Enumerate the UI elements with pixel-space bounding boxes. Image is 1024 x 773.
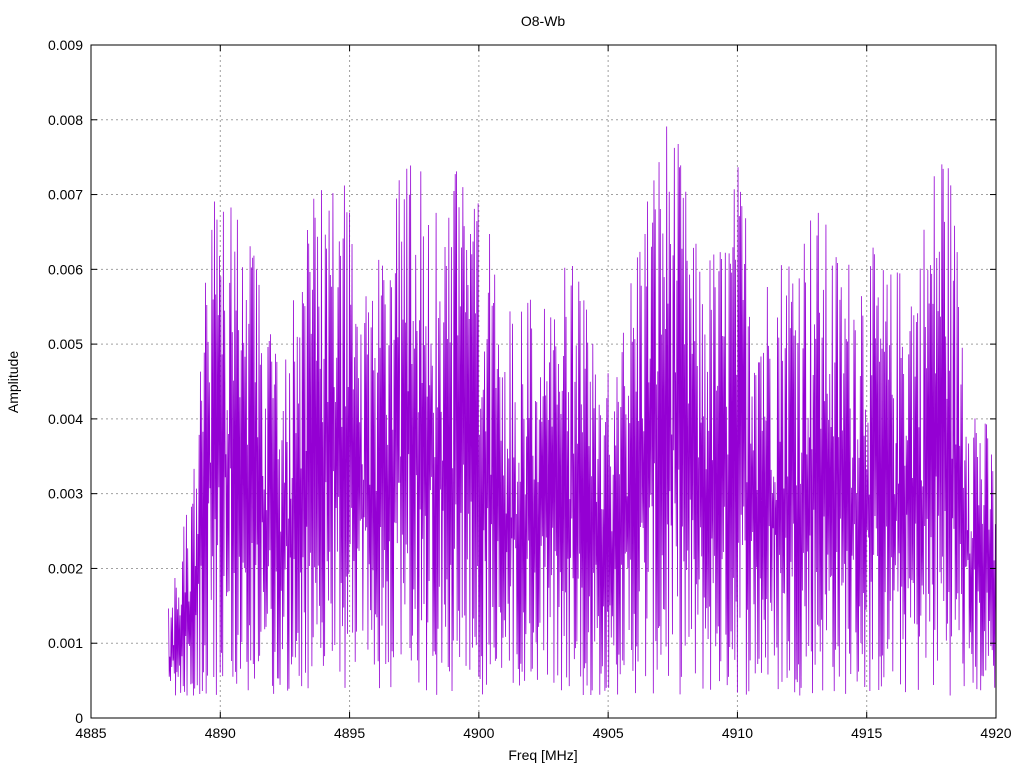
x-tick-label: 4900 — [463, 725, 494, 741]
x-tick-label: 4890 — [205, 725, 236, 741]
chart-title: O8-Wb — [521, 13, 566, 29]
x-tick-label: 4885 — [75, 725, 106, 741]
x-tick-label: 4920 — [980, 725, 1011, 741]
x-tick-label: 4905 — [593, 725, 624, 741]
y-tick-label: 0.006 — [48, 261, 83, 277]
spectrum-line — [168, 126, 997, 696]
tick-layer: 4885 4890 4895 4900 4905 4910 4915 4920 0 0.001 0.… — [48, 37, 1012, 741]
x-tick-label: 4915 — [851, 725, 882, 741]
y-tick-label: 0.001 — [48, 635, 83, 651]
y-tick-label: 0.007 — [48, 187, 83, 203]
y-tick-label: 0.003 — [48, 486, 83, 502]
data-layer — [168, 126, 997, 696]
y-tick-label: 0 — [75, 710, 83, 726]
x-tick-label: 4910 — [722, 725, 753, 741]
x-axis-label: Freq [MHz] — [508, 747, 577, 763]
plot-frame — [90, 44, 997, 719]
y-tick-label: 0.005 — [48, 336, 83, 352]
y-tick-label: 0.002 — [48, 560, 83, 576]
y-axis-label: Amplitude — [5, 351, 21, 413]
x-tick-label: 4895 — [334, 725, 365, 741]
y-tick-label: 0.008 — [48, 112, 83, 128]
y-tick-label: 0.004 — [48, 411, 83, 427]
y-tick-label: 0.009 — [48, 37, 83, 53]
